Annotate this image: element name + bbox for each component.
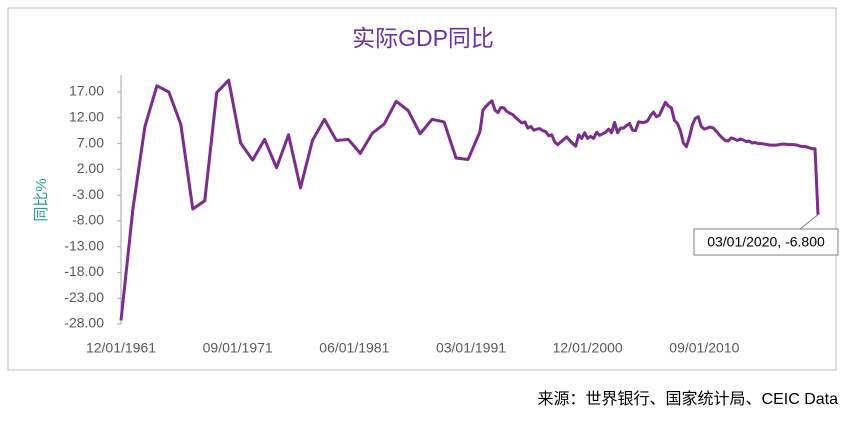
x-tick-label: 12/01/2000 [553, 340, 623, 356]
y-tick-label: 12.00 [69, 108, 104, 124]
y-tick-label: -28.00 [64, 315, 104, 331]
chart-border [7, 7, 837, 371]
x-tick-label: 06/01/1981 [319, 340, 389, 356]
y-tick-label: -13.00 [64, 237, 104, 253]
y-tick-label: 17.00 [69, 83, 104, 99]
x-tick-label: 12/01/1961 [86, 340, 156, 356]
y-tick-label: -23.00 [64, 289, 104, 305]
y-tick-label: 2.00 [77, 160, 104, 176]
x-tick-label: 09/01/2010 [669, 340, 739, 356]
y-tick-label: -3.00 [72, 186, 104, 202]
x-tick-label: 09/01/1971 [203, 340, 273, 356]
x-tick-label: 03/01/1991 [436, 340, 506, 356]
annotation-box [693, 228, 839, 256]
y-axis-label: 同比% [33, 178, 50, 221]
y-tick-label: 7.00 [77, 134, 104, 150]
data-line [119, 78, 820, 321]
y-tick-label: -8.00 [72, 212, 104, 228]
source-note: 来源：世界银行、国家统计局、CEIC Data [538, 390, 839, 408]
annotation-leader [799, 214, 819, 230]
y-tick-label: -18.00 [64, 263, 104, 279]
annotation-text: 03/01/2020, -6.800 [707, 234, 825, 250]
chart-title: 实际GDP同比 [352, 25, 494, 51]
